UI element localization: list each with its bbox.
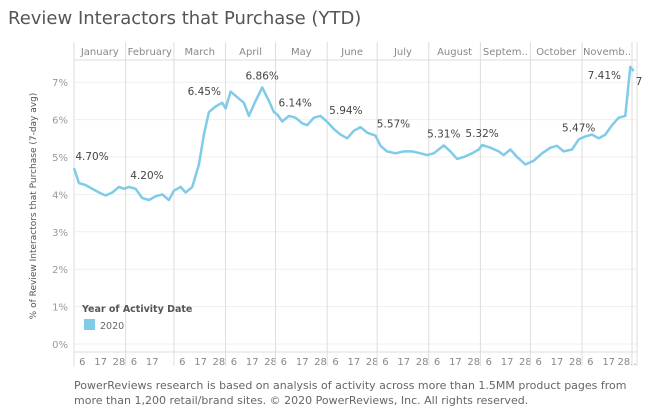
month-label: July	[393, 47, 412, 58]
x-tick-label: 28	[314, 357, 327, 368]
x-tick-label: 6	[536, 357, 542, 368]
data-label: 6.45%	[188, 86, 221, 98]
data-label: 7.41%	[588, 70, 621, 82]
month-label: Septem..	[483, 47, 528, 58]
x-tick-label: 17	[602, 357, 615, 368]
chart-title: Review Interactors that Purchase (YTD)	[8, 8, 362, 29]
x-tick-label: 17	[94, 357, 107, 368]
data-label: 5.31%	[427, 128, 460, 140]
data-label: 7	[636, 76, 643, 88]
x-tick-label: 17	[246, 357, 259, 368]
x-tick-label: 28	[264, 357, 277, 368]
x-tick-label: 28	[569, 357, 582, 368]
data-label: 4.20%	[130, 170, 163, 182]
x-tick-label: 28	[519, 357, 532, 368]
x-tick-label: 17	[449, 357, 462, 368]
x-tick-label: 6	[434, 357, 440, 368]
x-tick-label: 6	[281, 357, 287, 368]
month-label: January	[80, 47, 119, 58]
x-tick-label: 28	[213, 357, 226, 368]
x-tick-label: 17	[551, 357, 564, 368]
data-label: 6.86%	[246, 70, 279, 82]
x-tick-label: 17	[194, 357, 207, 368]
y-axis-label: % of Review Interactors that Purchase (7…	[29, 93, 39, 320]
data-label: 5.47%	[562, 122, 595, 134]
x-tick-label: 6	[131, 357, 137, 368]
x-tick-label: 6	[486, 357, 492, 368]
month-label: February	[128, 47, 172, 58]
legend-title: Year of Activity Date	[81, 304, 192, 315]
y-tick-label: 3%	[52, 228, 68, 239]
x-tick-label: 17	[296, 357, 309, 368]
month-label: Novemb..	[583, 47, 631, 58]
month-label: October	[536, 47, 577, 58]
y-tick-label: 2%	[52, 265, 68, 276]
x-tick-label: 28	[467, 357, 480, 368]
x-tick-label: 6	[332, 357, 338, 368]
x-tick-label: 6	[231, 357, 237, 368]
x-tick-label: 28	[366, 357, 379, 368]
x-tick-label: 28	[113, 357, 126, 368]
data-label: 5.57%	[377, 119, 410, 131]
x-tick-label: 17	[397, 357, 410, 368]
x-tick-label: 17	[347, 357, 360, 368]
x-tick-label: 28	[416, 357, 429, 368]
month-label: March	[185, 47, 215, 58]
x-tick-label: 17	[501, 357, 514, 368]
x-tick-label: 6	[179, 357, 185, 368]
y-tick-label: 4%	[52, 190, 68, 201]
y-tick-label: 0%	[52, 340, 68, 351]
y-tick-label: 7%	[52, 78, 68, 89]
month-label: June	[340, 47, 363, 58]
y-tick-label: 5%	[52, 153, 68, 164]
x-tick-label: 28..	[617, 357, 636, 368]
x-tick-label: 6	[382, 357, 388, 368]
data-label: 6.14%	[279, 97, 312, 109]
footnote: PowerReviews research is based on analys…	[74, 379, 627, 407]
legend-swatch	[84, 319, 95, 330]
month-label: May	[291, 47, 312, 58]
month-label: April	[239, 47, 262, 58]
data-label: 5.94%	[329, 105, 362, 117]
x-tick-label: 6	[587, 357, 593, 368]
y-tick-label: 1%	[52, 303, 68, 314]
y-tick-label: 6%	[52, 116, 68, 127]
legend-label: 2020	[100, 321, 124, 332]
x-tick-label: 6	[79, 357, 85, 368]
x-tick-label: 17	[146, 357, 159, 368]
data-label: 4.70%	[75, 151, 108, 163]
month-label: August	[437, 47, 472, 58]
data-label: 5.32%	[465, 128, 498, 140]
